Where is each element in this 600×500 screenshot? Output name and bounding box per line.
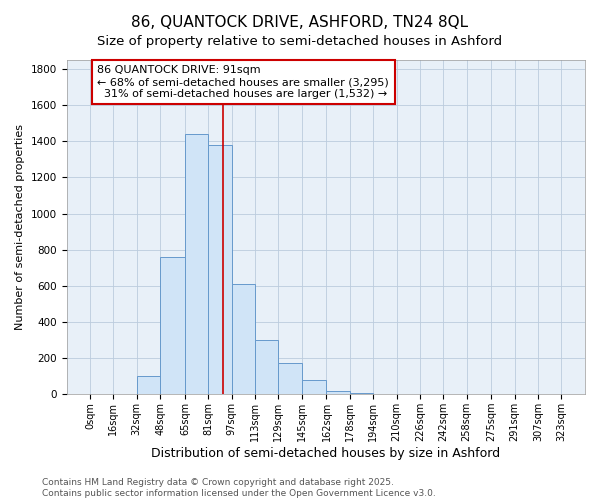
X-axis label: Distribution of semi-detached houses by size in Ashford: Distribution of semi-detached houses by …: [151, 447, 500, 460]
Bar: [160, 257, 185, 394]
Bar: [326, 390, 350, 394]
Bar: [137, 376, 160, 394]
Text: 86 QUANTOCK DRIVE: 91sqm
← 68% of semi-detached houses are smaller (3,295)
  31%: 86 QUANTOCK DRIVE: 91sqm ← 68% of semi-d…: [97, 66, 389, 98]
Bar: [302, 380, 326, 394]
Y-axis label: Number of semi-detached properties: Number of semi-detached properties: [15, 124, 25, 330]
Bar: [255, 340, 278, 394]
Text: Contains HM Land Registry data © Crown copyright and database right 2025.
Contai: Contains HM Land Registry data © Crown c…: [42, 478, 436, 498]
Bar: [278, 362, 302, 394]
Bar: [185, 134, 208, 394]
Bar: [232, 284, 255, 395]
Bar: [208, 145, 232, 394]
Text: Size of property relative to semi-detached houses in Ashford: Size of property relative to semi-detach…: [97, 35, 503, 48]
Text: 86, QUANTOCK DRIVE, ASHFORD, TN24 8QL: 86, QUANTOCK DRIVE, ASHFORD, TN24 8QL: [131, 15, 469, 30]
